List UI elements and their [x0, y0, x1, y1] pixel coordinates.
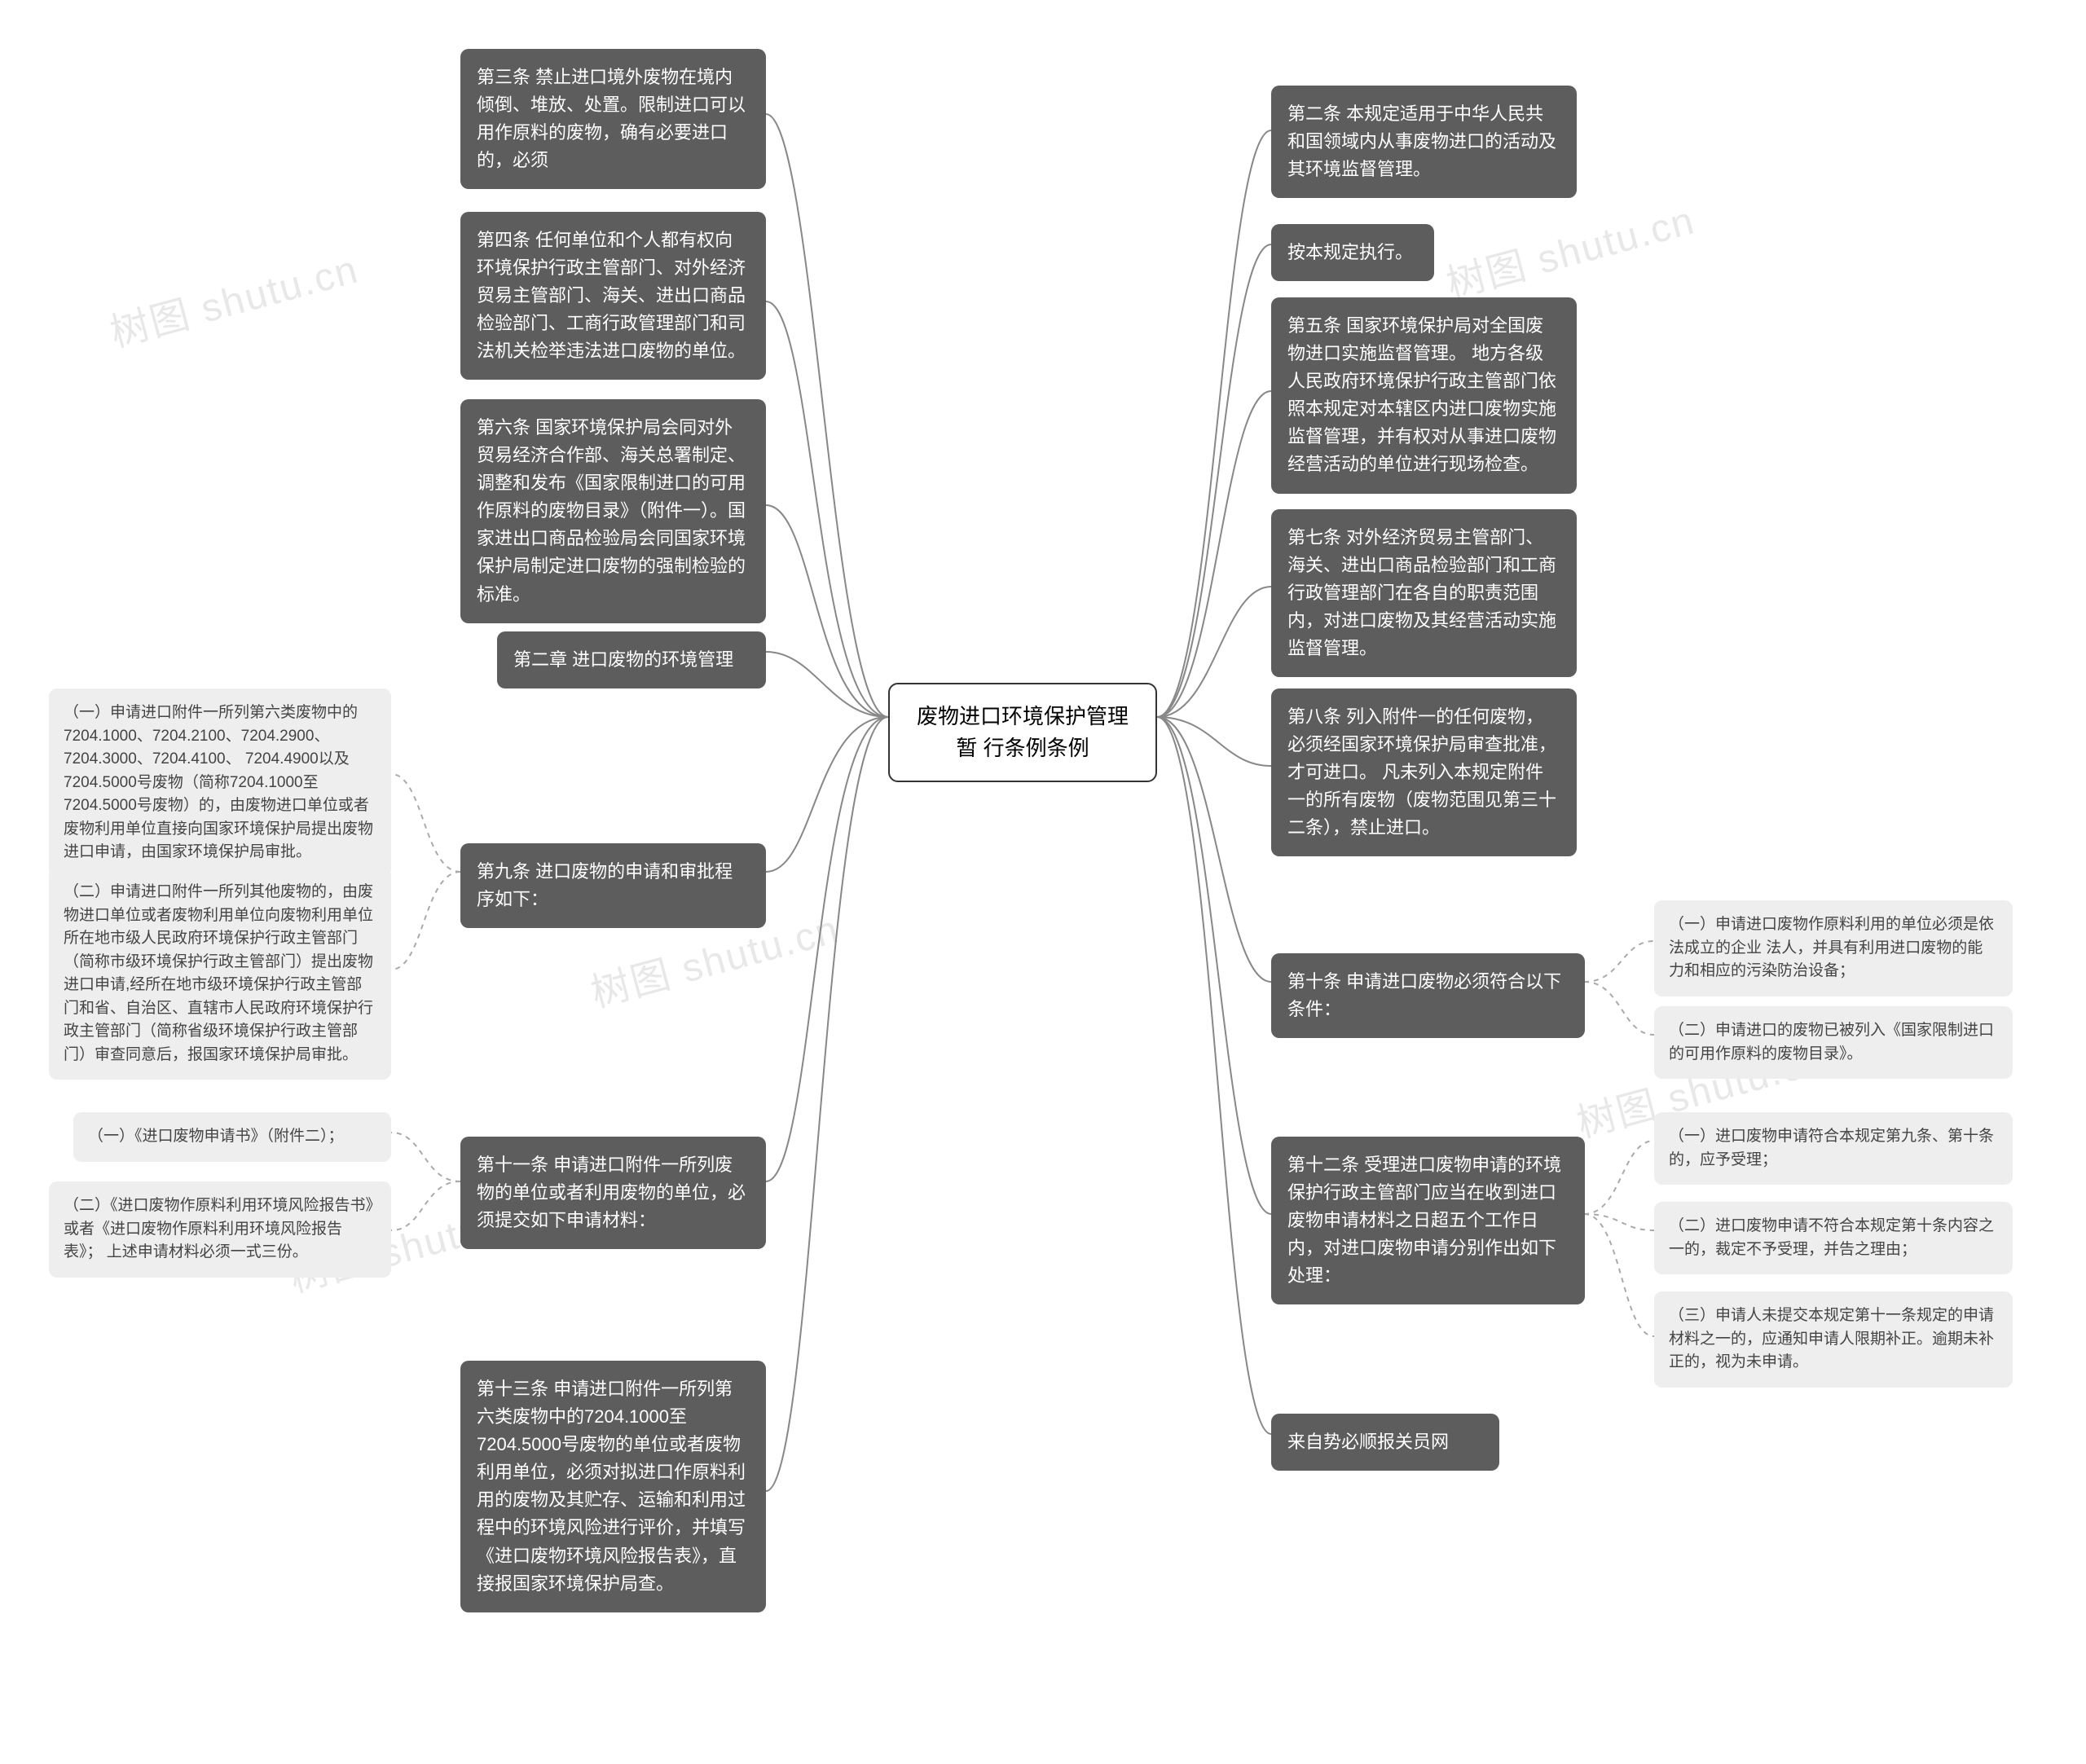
left-article-6: 第六条 国家环境保护局会同对外贸易经济合作部、海关总署制定、调整和发布《国家限制…: [460, 399, 766, 623]
right-10-child-1: （一）申请进口废物作原料利用的单位必须是依法成立的企业 法人，并具有利用进口废物…: [1654, 900, 2013, 996]
left-9-child-1: （一）申请进口附件一所列第六类废物中的7204.1000、7204.2100、7…: [49, 688, 391, 878]
center-title: 废物进口环境保护管理暂 行条例条例: [888, 683, 1157, 782]
right-12-child-1: （一）进口废物申请符合本规定第九条、第十条的，应予受理；: [1654, 1112, 2013, 1185]
left-article-3: 第三条 禁止进口境外废物在境内倾倒、堆放、处置。限制进口可以用作原料的废物，确有…: [460, 49, 766, 189]
left-article-9: 第九条 进口废物的申请和审批程序如下：: [460, 843, 766, 928]
right-exec-note: 按本规定执行。: [1271, 224, 1434, 281]
right-source: 来自势必顺报关员网: [1271, 1414, 1499, 1471]
right-12-child-3: （三）申请人未提交本规定第十一条规定的申请材料之一的，应通知申请人限期补正。逾期…: [1654, 1291, 2013, 1388]
right-article-2: 第二条 本规定适用于中华人民共和国领域内从事废物进口的活动及其环境监督管理。: [1271, 86, 1577, 198]
watermark: 树图 shutu.cn: [1439, 188, 1700, 310]
left-article-4: 第四条 任何单位和个人都有权向环境保护行政主管部门、对外经济贸易主管部门、海关、…: [460, 212, 766, 380]
left-article-11: 第十一条 申请进口附件一所列废物的单位或者利用废物的单位，必须提交如下申请材料：: [460, 1137, 766, 1249]
left-article-13: 第十三条 申请进口附件一所列第六类废物中的7204.1000至7204.5000…: [460, 1361, 766, 1612]
right-10-child-2: （二）申请进口的废物已被列入《国家限制进口的可用作原料的废物目录》。: [1654, 1006, 2013, 1079]
left-11-child-2: （二）《进口废物作原料利用环境风险报告书》或者《进口废物作原料利用环境风险报告表…: [49, 1181, 391, 1278]
watermark: 树图 shutu.cn: [103, 237, 363, 359]
right-article-8: 第八条 列入附件一的任何废物，必须经国家环境保护局审查批准，才可进口。 凡未列入…: [1271, 688, 1577, 856]
left-chapter-2: 第二章 进口废物的环境管理: [497, 631, 766, 688]
right-12-child-2: （二）进口废物申请不符合本规定第十条内容之一的，裁定不予受理，并告之理由；: [1654, 1202, 2013, 1274]
right-article-5: 第五条 国家环境保护局对全国废物进口实施监督管理。 地方各级人民政府环境保护行政…: [1271, 297, 1577, 494]
right-article-12: 第十二条 受理进口废物申请的环境保护行政主管部门应当在收到进口废物申请材料之日超…: [1271, 1137, 1585, 1304]
right-article-7: 第七条 对外经济贸易主管部门、海关、进出口商品检验部门和工商行政管理部门在各自的…: [1271, 509, 1577, 677]
left-9-child-2: （二）申请进口附件一所列其他废物的，由废物进口单位或者废物利用单位向废物利用单位…: [49, 868, 391, 1080]
right-article-10: 第十条 申请进口废物必须符合以下条件：: [1271, 953, 1585, 1038]
left-11-child-1: （一）《进口废物申请书》（附件二）；: [73, 1112, 391, 1162]
